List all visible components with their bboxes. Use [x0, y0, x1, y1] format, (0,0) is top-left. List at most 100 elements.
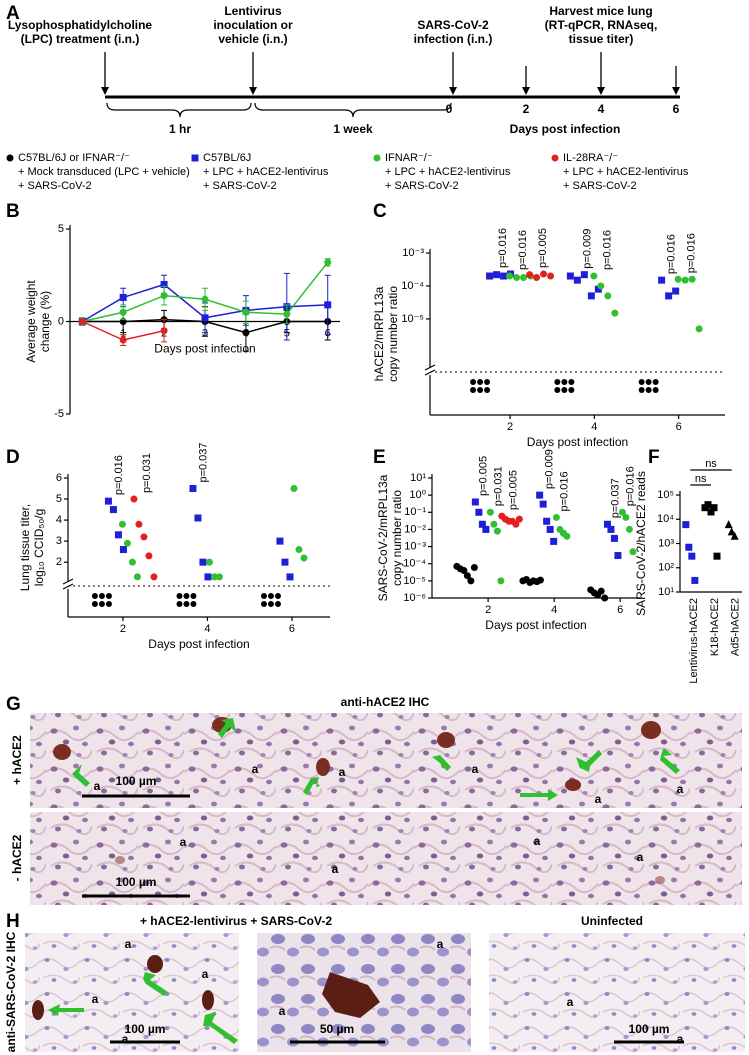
y-axis-label: copy number ratio — [390, 490, 404, 586]
legend-text: IFNAR⁻/⁻ — [385, 152, 433, 164]
arrow-heads — [101, 87, 680, 95]
undetected-marker — [260, 601, 267, 607]
marker — [160, 281, 168, 288]
region-label: a — [122, 1032, 129, 1046]
marker — [119, 293, 127, 301]
undetected-marker — [183, 601, 190, 607]
marker — [119, 336, 127, 344]
marker — [594, 285, 602, 293]
legend-text: IL-28RA⁻/⁻ — [563, 152, 618, 164]
p-value: p=0.016 — [497, 228, 509, 268]
region-label: a — [567, 995, 574, 1009]
y-tick-label: 2 — [56, 556, 62, 568]
panel-title: anti-hACE2 IHC — [341, 695, 430, 709]
marker — [199, 558, 207, 566]
y-tick-label: 10⁻³ — [402, 247, 424, 259]
event-label: tissue titer) — [569, 32, 634, 46]
marker — [486, 508, 494, 516]
scale-label: 50 µm — [320, 1022, 354, 1036]
marker — [543, 517, 551, 525]
marker — [587, 292, 595, 300]
marker — [724, 520, 733, 529]
comparison-label: ns — [695, 473, 707, 485]
marker — [201, 295, 209, 303]
marker — [597, 587, 605, 595]
marker — [546, 525, 554, 533]
marker — [300, 554, 308, 562]
marker — [566, 272, 574, 280]
y-tick-label: 10⁻⁵ — [401, 313, 424, 325]
scale-label: 100 µm — [116, 875, 157, 889]
marker — [536, 576, 544, 584]
marker — [685, 543, 693, 551]
panel-label: A — [6, 3, 20, 24]
undetected-marker — [470, 387, 477, 393]
undetected-marker — [477, 379, 484, 385]
p-value: p=0.016 — [666, 234, 678, 274]
interval-label: 1 week — [333, 122, 373, 136]
marker — [135, 520, 143, 528]
timeline-arrows — [104, 52, 677, 90]
micrograph — [25, 933, 239, 1052]
timeline-tick-label: 0 — [446, 102, 453, 116]
marker — [610, 534, 618, 542]
marker — [123, 539, 131, 547]
marker — [552, 513, 560, 521]
p-value: p=0.005 — [508, 470, 520, 510]
legend-text: C57BL/6J or IFNAR⁻/⁻ — [18, 152, 130, 164]
interval-braces — [106, 102, 452, 118]
marker — [201, 314, 209, 322]
panel-title: + hACE2-lentivirus + SARS-CoV-2 — [140, 914, 332, 928]
undetected-marker — [190, 593, 197, 599]
undetected-marker — [554, 379, 561, 385]
region-label: a — [437, 937, 444, 951]
marker — [475, 508, 483, 516]
region-label: a — [180, 835, 187, 849]
legend-text: + Mock transduced (LPC + vehicle) — [18, 166, 190, 178]
undetected-marker — [98, 601, 105, 607]
y-tick-label: 10⁻⁴ — [401, 280, 424, 292]
marker — [463, 572, 471, 580]
x-axis-label: Days post infection — [485, 618, 586, 632]
undetected-marker — [274, 601, 281, 607]
marker — [604, 292, 612, 300]
x-axis-label: Days post infection — [148, 637, 249, 651]
region-label: a — [202, 967, 209, 981]
panel-label: F — [648, 447, 660, 468]
marker — [506, 272, 514, 280]
panel-label: C — [373, 201, 387, 222]
marker — [78, 318, 86, 325]
undetected-marker — [91, 601, 98, 607]
undetected-marker — [267, 601, 274, 607]
region-label: a — [279, 1004, 286, 1018]
x-tick-label: 6 — [676, 421, 682, 433]
marker — [611, 309, 619, 317]
marker — [104, 497, 112, 505]
panel-label: G — [6, 694, 21, 715]
row-label: + hACE2 — [10, 735, 24, 785]
y-axis-label: SARS-CoV-2/mRPL13a — [376, 474, 390, 601]
stained-cells — [53, 717, 665, 884]
marker — [550, 537, 558, 545]
undetected-marker — [554, 387, 561, 393]
marker — [189, 485, 197, 493]
undetected-marker — [568, 387, 575, 393]
legend-marker — [551, 154, 559, 162]
marker — [160, 292, 168, 300]
p-value: p=0.031 — [493, 466, 505, 506]
undetected-marker — [98, 593, 105, 599]
undetected-marker — [652, 387, 659, 393]
event-label: Lentivirus — [224, 4, 282, 18]
micrograph — [489, 933, 745, 1052]
legend-text: + SARS-CoV-2 — [18, 180, 92, 192]
marker — [691, 576, 699, 584]
undetected-marker — [561, 379, 568, 385]
marker — [490, 520, 498, 528]
marker — [601, 594, 609, 602]
y-axis-label: hACE2/mRPL13a — [372, 286, 386, 381]
marker — [710, 504, 718, 512]
x-tick-label: 1 — [120, 327, 126, 339]
undetected-marker — [260, 593, 267, 599]
micrograph — [30, 713, 742, 808]
